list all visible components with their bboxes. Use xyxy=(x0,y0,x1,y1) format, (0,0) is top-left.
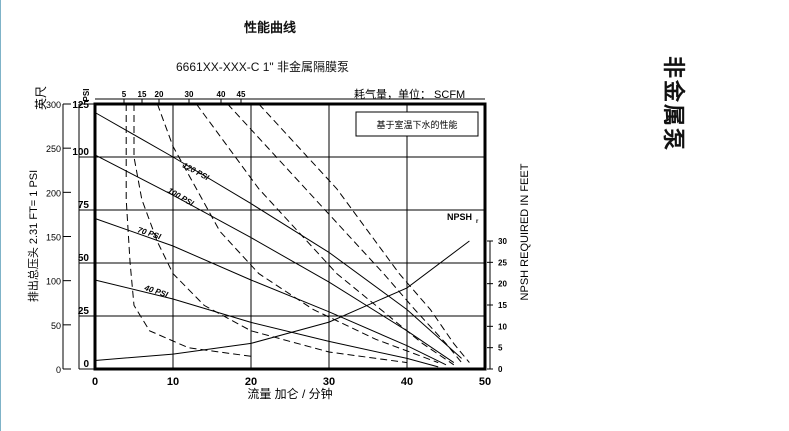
psi-tick-label: 25 xyxy=(78,306,90,317)
feet-tick-label: 200 xyxy=(46,188,61,198)
feet-tick-label: 300 xyxy=(46,100,61,110)
x-tick-label: 0 xyxy=(92,376,98,388)
model-line: 6661XX-XXX-C 1" 非金属隔膜泵 xyxy=(176,60,349,74)
feet-tick-label: 0 xyxy=(56,365,61,375)
x-tick-label: 30 xyxy=(323,376,335,388)
plot-frame xyxy=(93,102,487,371)
air-curve-40 xyxy=(227,103,462,363)
npsh-tick-label: 10 xyxy=(498,322,507,331)
pressure-curve-40-psi xyxy=(94,279,439,368)
npsh-tick-label: 0 xyxy=(498,365,503,374)
air-scale-tick-label: 45 xyxy=(237,90,246,99)
x-tick-label: 50 xyxy=(479,376,491,388)
air-scale-tick-label: 15 xyxy=(138,90,147,99)
air-scale-tick-label: 40 xyxy=(217,90,226,99)
pressure-curve-100-psi xyxy=(94,154,455,364)
curves xyxy=(94,103,470,368)
psi-tick-label: 75 xyxy=(78,200,90,211)
feet-tick-label: 250 xyxy=(46,144,61,154)
npsh-tick-label: 15 xyxy=(498,301,507,310)
feet-unit-label: 英尺 xyxy=(34,86,48,110)
psi-tick-label: 100 xyxy=(72,147,89,158)
pressure-curve-70-psi xyxy=(94,218,447,366)
x-tick-label: 40 xyxy=(401,376,413,388)
pressure-curve-label: 40 PSI xyxy=(142,283,169,300)
page-title: 性能曲线 xyxy=(244,20,297,35)
psi-tick-label: 50 xyxy=(78,253,90,264)
air-curve-30 xyxy=(195,103,455,366)
feet-tick-label: 50 xyxy=(51,321,61,331)
air-curve-45 xyxy=(258,103,470,363)
npsh-tick-label: 5 xyxy=(498,344,503,353)
psi-tick-label: 0 xyxy=(83,359,89,370)
note-box xyxy=(355,111,479,137)
axes xyxy=(62,98,493,371)
feet-tick-label: 150 xyxy=(46,233,61,243)
npsh-curve xyxy=(94,240,470,361)
npsh-curve-label: NPSH xyxy=(447,212,472,222)
pressure-curve-120-psi xyxy=(94,112,462,359)
npsh-axis-label: NPSH REQUIRED IN FEET xyxy=(519,163,531,300)
air-scale-tick-label: 30 xyxy=(185,90,194,99)
air-axis-label: 耗气量，单位： SCFM xyxy=(354,87,465,101)
x-axis-label: 流量 加仑 / 分钟 xyxy=(247,386,332,401)
air-curve-15 xyxy=(133,104,408,364)
y-axis-label: 排出总压头 2.31 FT= 1 PSI xyxy=(26,170,40,302)
pressure-curve-label: 100 PSI xyxy=(166,186,196,208)
air-scale-tick-label: 20 xyxy=(155,90,164,99)
x-tick-label: 10 xyxy=(167,376,179,388)
psi-tick-label: 125 xyxy=(72,100,89,111)
grid xyxy=(95,104,485,369)
pressure-curve-label: 70 PSI xyxy=(136,225,162,241)
x-tick-label: 20 xyxy=(245,376,257,388)
npsh-tick-label: 25 xyxy=(498,258,507,267)
psi-unit-label: PSI xyxy=(82,89,91,102)
air-scale-tick-label: 5 xyxy=(122,90,127,99)
npsh-curve-subscript: r xyxy=(476,219,479,225)
note-text: 基于室温下水的性能 xyxy=(376,119,457,130)
npsh-tick-label: 30 xyxy=(498,237,507,246)
air-curve-5 xyxy=(125,104,252,357)
feet-tick-label: 100 xyxy=(46,277,61,287)
pressure-curve-label: 120 PSI xyxy=(181,161,211,183)
npsh-tick-label: 20 xyxy=(498,280,507,289)
air-curve-20 xyxy=(156,103,439,364)
